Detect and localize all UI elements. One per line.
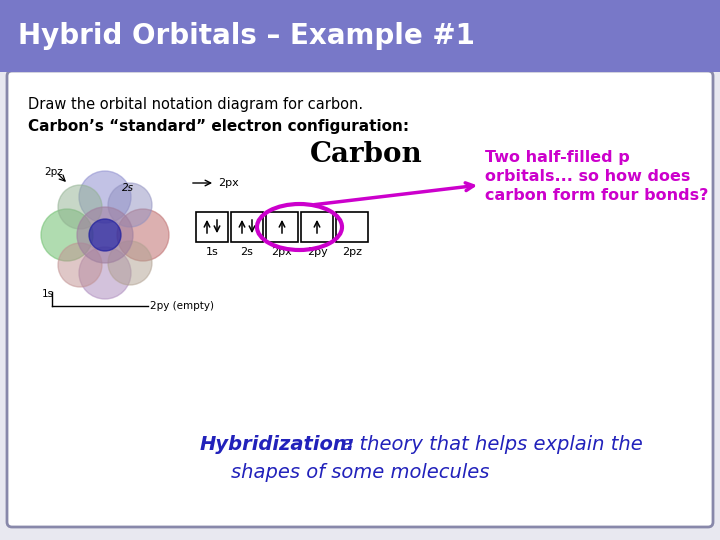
Circle shape (41, 209, 93, 261)
Text: 2px: 2px (218, 178, 239, 188)
Text: 2s: 2s (122, 183, 134, 193)
Circle shape (108, 183, 152, 227)
Bar (301, 212, 333, 242)
Text: Carbon’s “standard” electron configuration:: Carbon’s “standard” electron configurati… (28, 119, 409, 134)
Text: Hybrid Orbitals – Example #1: Hybrid Orbitals – Example #1 (18, 22, 475, 50)
Text: Carbon: Carbon (310, 141, 423, 168)
Circle shape (77, 207, 133, 263)
Circle shape (79, 247, 131, 299)
Bar (0, 0, 720, 72)
Text: a theory that helps explain the: a theory that helps explain the (335, 435, 643, 455)
Circle shape (58, 243, 102, 287)
Bar (196, 212, 228, 242)
Text: Hybridization:: Hybridization: (200, 435, 356, 455)
Text: 2pz: 2pz (342, 247, 362, 257)
Text: 1s: 1s (206, 247, 218, 257)
Circle shape (108, 241, 152, 285)
Text: 2px: 2px (271, 247, 292, 257)
Text: 2s: 2s (240, 247, 253, 257)
Circle shape (89, 219, 121, 251)
Bar (231, 212, 263, 242)
Text: 1s: 1s (42, 289, 54, 299)
Text: 2py: 2py (307, 247, 328, 257)
Circle shape (79, 171, 131, 223)
FancyBboxPatch shape (7, 71, 713, 527)
Text: 2pz: 2pz (44, 167, 63, 177)
Bar (266, 212, 298, 242)
Circle shape (58, 185, 102, 229)
Circle shape (117, 209, 169, 261)
Text: shapes of some molecules: shapes of some molecules (231, 462, 489, 482)
Bar (336, 212, 368, 242)
Text: Draw the orbital notation diagram for carbon.: Draw the orbital notation diagram for ca… (28, 98, 363, 112)
Text: Two half-filled p
orbitals... so how does
carbon form four bonds?: Two half-filled p orbitals... so how doe… (485, 150, 708, 204)
Text: 2py (empty): 2py (empty) (150, 301, 214, 311)
